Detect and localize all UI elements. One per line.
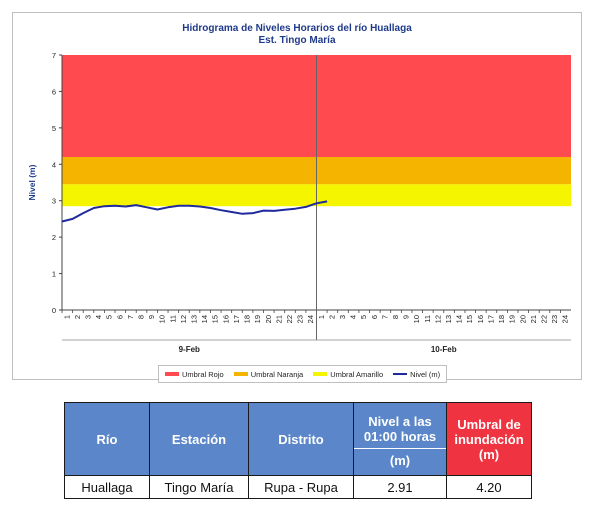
x-tick-label-39: 16 [476, 315, 485, 323]
x-tick-label-4: 5 [105, 315, 114, 319]
x-tick-label-16: 17 [232, 315, 241, 323]
x-tick-label-27: 4 [349, 315, 358, 319]
cell-rio: Huallaga [64, 475, 150, 499]
legend-label-amarillo: Umbral Amarillo [330, 369, 384, 379]
x-tick-label-18: 19 [253, 315, 262, 323]
header-rio: Río [64, 402, 150, 476]
y-axis-title: Nivel (m) [27, 164, 37, 200]
legend-item-nivel: Nivel (m) [393, 370, 440, 379]
x-tick-label-19: 20 [264, 315, 273, 323]
header-estacion: Estación [149, 402, 249, 476]
header-umbral: Umbral de inundación (m) [446, 402, 532, 476]
header-distrito: Distrito [248, 402, 354, 476]
x-tick-label-10: 11 [168, 315, 177, 323]
table-header-row: Río Estación Distrito Nivel a las 01:00 … [64, 402, 532, 476]
station-info-table: Río Estación Distrito Nivel a las 01:00 … [64, 402, 532, 499]
x-tick-label-2: 3 [83, 315, 92, 319]
y-tick-label-0: 0 [52, 306, 56, 315]
x-tick-label-37: 14 [455, 315, 464, 323]
x-tick-label-47: 24 [561, 315, 570, 323]
y-tick-label-1: 1 [52, 270, 56, 279]
legend-item-naranja: Umbral Naranja [233, 369, 304, 379]
x-tick-label-26: 3 [338, 315, 347, 319]
x-tick-label-22: 23 [296, 315, 305, 323]
x-tick-label-41: 18 [497, 315, 506, 323]
chart-subtitle: Est. Tingo María [258, 35, 336, 46]
x-tick-label-1: 2 [73, 315, 82, 319]
series-line-0 [61, 200, 328, 223]
legend-label-naranja: Umbral Naranja [250, 369, 304, 379]
legend-label-nivel: Nivel (m) [410, 369, 441, 379]
x-tick-label-43: 20 [518, 315, 527, 323]
y-tick-label-6: 6 [52, 87, 56, 96]
x-tick-label-45: 22 [539, 315, 548, 323]
x-tick-label-29: 6 [370, 315, 379, 319]
x-tick-label-42: 19 [508, 315, 517, 323]
header-nivel-unit: (m) [389, 453, 411, 468]
cell-distrito: Rupa - Rupa [248, 475, 354, 499]
y-tick-label-5: 5 [52, 124, 56, 133]
x-tick-label-38: 15 [465, 315, 474, 323]
table-row: Huallaga Tingo María Rupa - Rupa 2.91 4.… [64, 475, 532, 499]
x-tick-label-33: 10 [412, 315, 421, 323]
x-tick-label-11: 12 [179, 315, 188, 323]
legend-swatch-amarillo [313, 372, 328, 376]
legend-item-amarillo: Umbral Amarillo [313, 370, 383, 379]
x-tick-label-17: 18 [243, 315, 252, 323]
chart-legend: Umbral Rojo Umbral Naranja Umbral Amaril… [158, 365, 448, 383]
y-tick-label-4: 4 [52, 160, 56, 169]
chart-panel: Hidrograma de Niveles Horarios del río H… [12, 12, 582, 383]
x-tick-label-35: 12 [433, 315, 442, 323]
day-label-1: 10-Feb [431, 345, 457, 354]
x-tick-label-46: 23 [550, 315, 559, 323]
legend-swatch-nivel [393, 373, 408, 375]
x-tick-label-13: 14 [200, 315, 209, 323]
x-tick-label-3: 4 [94, 315, 103, 319]
x-tick-label-31: 8 [391, 315, 400, 319]
x-tick-label-7: 8 [137, 315, 146, 319]
x-tick-label-23: 24 [306, 315, 315, 323]
cell-nivel: 2.91 [353, 475, 447, 499]
x-tick-label-0: 1 [62, 315, 71, 319]
x-tick-label-24: 1 [317, 315, 326, 319]
legend-swatch-rojo [165, 372, 179, 376]
x-tick-label-20: 21 [274, 315, 283, 323]
x-tick-label-5: 6 [115, 315, 124, 319]
x-tick-label-25: 2 [327, 315, 336, 319]
x-tick-label-6: 7 [126, 315, 135, 319]
y-tick-label-3: 3 [52, 197, 56, 206]
x-tick-label-28: 5 [359, 315, 368, 319]
x-tick-label-8: 9 [147, 315, 156, 319]
x-tick-label-15: 16 [221, 315, 230, 323]
x-tick-label-34: 11 [423, 315, 432, 323]
x-tick-label-36: 13 [444, 315, 453, 323]
x-tick-label-40: 17 [486, 315, 495, 323]
x-tick-label-44: 21 [529, 315, 538, 323]
chart-title: Hidrograma de Niveles Horarios del río H… [182, 23, 412, 34]
y-tick-label-7: 7 [52, 51, 56, 60]
x-tick-label-21: 22 [285, 315, 294, 323]
cell-umbral: 4.20 [446, 475, 532, 499]
x-tick-label-14: 15 [211, 315, 220, 323]
x-tick-label-12: 13 [190, 315, 199, 323]
legend-item-rojo: Umbral Rojo [165, 370, 224, 379]
legend-swatch-naranja [233, 372, 248, 376]
header-nivel: Nivel a las 01:00 horas (m) [353, 402, 447, 476]
day-label-0: 9-Feb [179, 345, 200, 354]
header-nivel-label: Nivel a las 01:00 horas [354, 408, 446, 449]
x-tick-label-30: 7 [380, 315, 389, 319]
x-tick-label-32: 9 [402, 315, 411, 319]
legend-label-rojo: Umbral Rojo [182, 369, 224, 379]
x-tick-label-9: 10 [158, 315, 167, 323]
y-tick-label-2: 2 [52, 233, 56, 242]
cell-estacion: Tingo María [149, 475, 249, 499]
